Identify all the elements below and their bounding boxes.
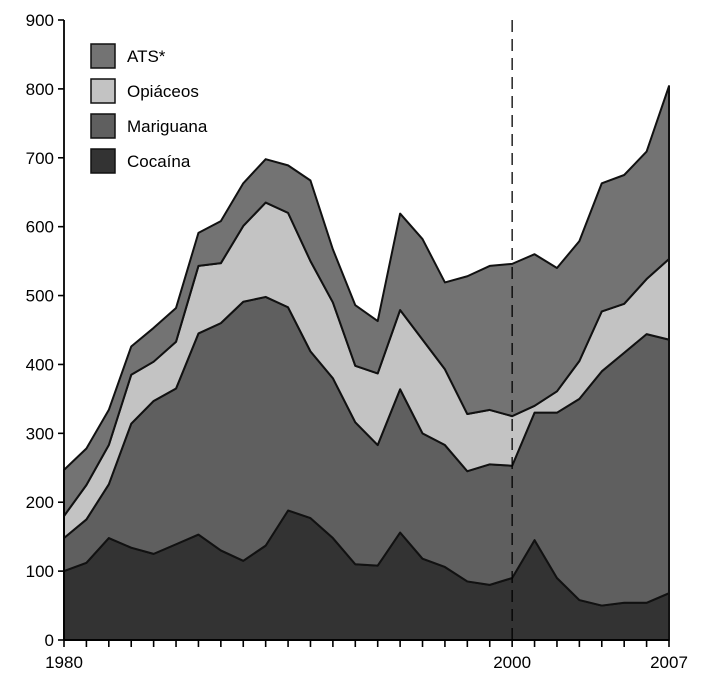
y-tick-label: 500 bbox=[26, 287, 54, 306]
legend-label-mariguana: Mariguana bbox=[127, 117, 208, 136]
y-tick-label: 0 bbox=[45, 631, 54, 650]
legend: ATS* Opiáceos Mariguana Cocaína bbox=[90, 43, 208, 174]
y-tick-label: 800 bbox=[26, 80, 54, 99]
legend-label-cocaina: Cocaína bbox=[127, 152, 191, 171]
y-tick-label: 300 bbox=[26, 424, 54, 443]
x-tick-label: 1980 bbox=[45, 653, 83, 672]
legend-swatch-mariguana bbox=[90, 113, 116, 139]
x-tick-label: 2007 bbox=[650, 653, 688, 672]
y-tick-label: 900 bbox=[26, 11, 54, 30]
stacked-areas bbox=[63, 85, 670, 641]
y-tick-label: 700 bbox=[26, 149, 54, 168]
legend-swatch-ats bbox=[90, 43, 116, 69]
legend-swatch-opiaceos bbox=[90, 78, 116, 104]
y-tick-label: 200 bbox=[26, 493, 54, 512]
x-tick-label: 2000 bbox=[493, 653, 531, 672]
y-tick-label: 600 bbox=[26, 218, 54, 237]
y-tick-label: 100 bbox=[26, 562, 54, 581]
legend-label-ats: ATS* bbox=[127, 47, 166, 66]
area-ats bbox=[63, 85, 670, 517]
y-axis-ticks: 0 100 200 300 400 500 600 700 800 900 bbox=[26, 11, 64, 650]
legend-label-opiaceos: Opiáceos bbox=[127, 82, 199, 101]
x-axis-ticks: 1980 2000 2007 bbox=[45, 640, 688, 672]
y-tick-label: 400 bbox=[26, 355, 54, 374]
legend-swatch-cocaina bbox=[90, 148, 116, 174]
